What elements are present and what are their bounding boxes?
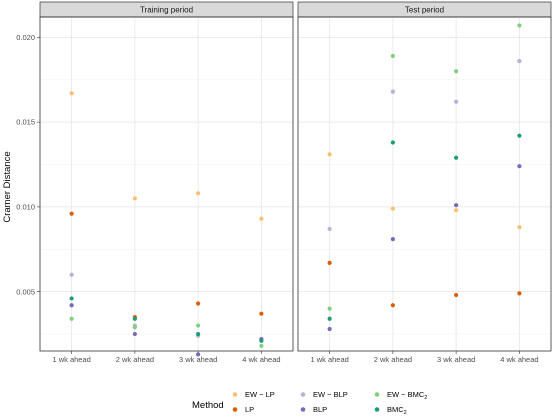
point-lp-2 [390,303,395,308]
point-bmc2-3 [454,155,459,160]
x-tick-label: 4 wk ahead [500,355,538,364]
y-axis: 0.005 0.010 0.015 0.020 [16,33,40,296]
point-bmc2-2 [132,316,137,321]
point-ew-lp-2 [132,196,137,201]
legend-label-bmc2: BMC2 [387,405,407,416]
point-blp-2 [132,331,137,337]
point-ew-bmc2-3 [196,323,201,328]
legend: Method EW − LP LP EW − BLP BLP EW − BMC2 BMC2 [192,390,427,416]
point-lp-3 [196,301,201,306]
point-ew-blp-1 [69,272,74,277]
x-tick-label: 1 wk ahead [310,355,348,364]
legend-key-lp [232,407,238,412]
point-ew-lp-1 [327,152,332,157]
point-ew-bmc2-2 [390,53,395,59]
y-tick-label: 0.010 [16,202,35,211]
point-bmc2-2 [390,140,395,145]
point-ew-blp-1 [327,226,332,232]
legend-label-ew-lp: EW − LP [245,390,275,399]
panel-border [297,16,552,352]
panel-border [39,16,294,352]
point-lp-1 [69,211,74,216]
point-ew-bmc2-4 [517,23,522,28]
panel-1: Training period 1 wk ahead 2 wk ahead 3 wk … [39,1,294,364]
point-bmc2-3 [196,331,201,337]
point-ew-bmc2-3 [454,69,459,74]
legend-label-lp: LP [245,405,254,414]
point-blp-1 [69,303,74,308]
legend-label-blp: BLP [313,405,327,414]
point-blp-1 [327,326,332,332]
point-lp-1 [327,260,332,265]
point-bmc2-1 [327,316,332,321]
point-ew-lp-4 [517,225,522,230]
panel-title: Training period [140,6,193,15]
legend-key-ew-blp [300,392,306,397]
point-ew-lp-2 [390,206,395,211]
point-ew-bmc2-4 [259,343,264,349]
y-tick-label: 0.015 [16,118,35,127]
point-blp-3 [196,352,201,357]
point-bmc2-4 [517,133,522,138]
point-blp-3 [454,203,459,208]
point-ew-bmc2-1 [327,306,332,311]
legend-key-bmc2 [374,407,380,412]
point-ew-lp-3 [196,191,201,196]
point-ew-blp-2 [390,89,395,94]
x-tick-label: 3 wk ahead [179,355,217,364]
legend-key-blp [300,407,306,412]
legend-label-ew-blp: EW − BLP [313,390,348,399]
point-blp-2 [390,237,395,242]
point-ew-lp-3 [454,208,459,213]
panel-2: Test period 1 wk ahead 2 wk ahead 3 wk ahea… [297,1,552,364]
legend-label-ew-bmc2: EW − BMC2 [387,390,427,401]
x-tick-label: 4 wk ahead [242,355,280,364]
x-tick-label: 2 wk ahead [116,355,154,364]
point-blp-4 [517,164,522,169]
y-axis-title: Cramer Distance [2,151,13,222]
point-lp-4 [259,311,264,316]
legend-key-ew-bmc2 [374,392,380,397]
point-bmc2-4 [259,338,264,343]
point-bmc2-1 [69,296,74,301]
panel-title: Test period [405,6,444,15]
point-lp-3 [454,292,459,298]
point-lp-4 [517,291,522,296]
point-ew-bmc2-1 [69,316,74,321]
point-ew-blp-3 [454,99,459,104]
point-ew-blp-4 [517,58,522,64]
y-tick-label: 0.005 [16,287,35,296]
x-tick-label: 2 wk ahead [374,355,412,364]
point-ew-lp-1 [69,91,74,96]
point-ew-bmc2-2 [132,325,137,330]
y-tick-label: 0.020 [16,33,35,42]
x-tick-label: 3 wk ahead [437,355,475,364]
legend-title: Method [192,400,224,411]
point-ew-lp-4 [259,216,264,221]
legend-key-ew-lp [232,392,238,397]
panels: Training period 1 wk ahead 2 wk ahead 3 wk … [39,1,552,364]
x-tick-label: 1 wk ahead [52,355,90,364]
